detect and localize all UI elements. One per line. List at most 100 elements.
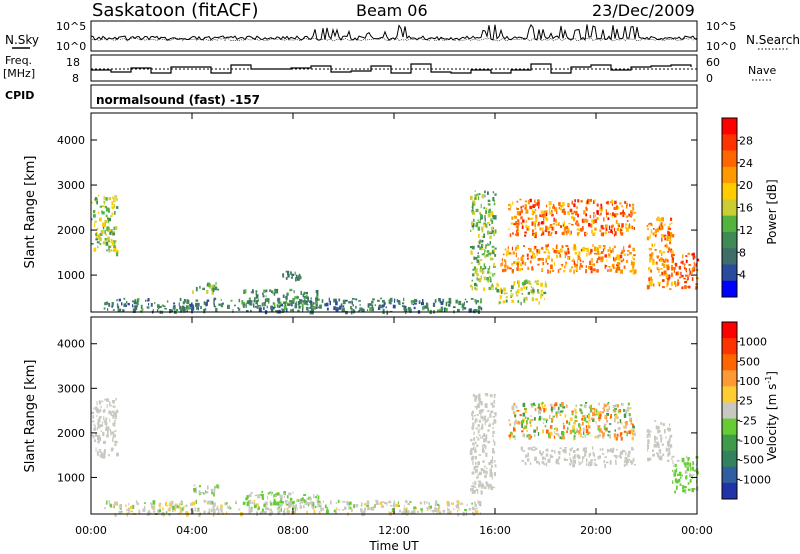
data-cell bbox=[533, 246, 535, 251]
data-cell bbox=[565, 244, 569, 247]
data-cell bbox=[534, 245, 537, 249]
data-cell bbox=[481, 447, 484, 451]
data-cell bbox=[691, 466, 694, 471]
data-cell bbox=[628, 213, 631, 217]
data-cell bbox=[524, 425, 528, 429]
data-cell bbox=[150, 303, 153, 307]
data-cell bbox=[271, 491, 273, 496]
data-cell bbox=[176, 505, 179, 508]
data-cell bbox=[348, 501, 352, 505]
data-cell bbox=[688, 268, 691, 271]
data-cell bbox=[456, 500, 460, 503]
data-cell bbox=[96, 197, 98, 200]
data-cell bbox=[104, 422, 108, 426]
data-cell bbox=[270, 305, 273, 310]
data-cell bbox=[526, 257, 529, 260]
data-cell bbox=[211, 284, 214, 287]
data-cell bbox=[555, 411, 558, 416]
data-cell bbox=[571, 223, 574, 226]
data-cell bbox=[593, 418, 595, 421]
data-cell bbox=[311, 308, 314, 313]
data-cell bbox=[516, 208, 519, 211]
data-cell bbox=[338, 307, 340, 311]
colorbar-tick-label: 16 bbox=[739, 202, 753, 215]
data-cell bbox=[285, 299, 288, 304]
data-cell bbox=[544, 457, 546, 461]
data-cell bbox=[554, 450, 556, 454]
data-cell bbox=[187, 305, 190, 310]
data-cell bbox=[575, 220, 579, 223]
data-cell bbox=[582, 447, 586, 452]
data-cell bbox=[527, 458, 530, 462]
data-cell bbox=[661, 443, 664, 446]
data-cell bbox=[523, 285, 525, 290]
data-cell bbox=[660, 222, 663, 227]
data-cell bbox=[558, 456, 561, 460]
data-cell bbox=[96, 228, 99, 231]
data-cell bbox=[95, 236, 98, 239]
data-cell bbox=[414, 298, 417, 302]
data-cell bbox=[95, 232, 98, 236]
data-cell bbox=[693, 266, 696, 269]
data-cell bbox=[374, 304, 376, 307]
data-cell bbox=[574, 245, 576, 250]
data-cell bbox=[510, 292, 512, 297]
data-cell bbox=[531, 221, 534, 226]
data-cell bbox=[115, 240, 117, 243]
data-cell bbox=[475, 488, 478, 491]
data-cell bbox=[630, 225, 633, 229]
data-cell bbox=[671, 457, 673, 461]
data-cell bbox=[474, 398, 477, 402]
data-cell bbox=[671, 250, 674, 255]
data-cell bbox=[462, 503, 464, 505]
data-cell bbox=[530, 403, 533, 406]
freq-label-line1: Freq. bbox=[5, 54, 32, 67]
data-cell bbox=[625, 409, 628, 414]
data-cell bbox=[534, 404, 536, 407]
data-cell bbox=[303, 494, 307, 496]
data-cell bbox=[355, 503, 359, 508]
data-cell bbox=[326, 507, 328, 510]
data-cell bbox=[648, 277, 651, 281]
data-cell bbox=[619, 419, 622, 424]
data-cell bbox=[568, 222, 571, 225]
data-cell bbox=[108, 208, 110, 213]
data-cell bbox=[492, 273, 494, 277]
data-cell bbox=[527, 455, 529, 457]
data-cell bbox=[589, 452, 592, 456]
data-cell bbox=[124, 302, 126, 308]
data-cell bbox=[552, 248, 555, 250]
data-cell bbox=[493, 394, 496, 399]
data-cell bbox=[113, 430, 117, 432]
data-cell bbox=[297, 309, 300, 313]
data-cell bbox=[549, 454, 552, 459]
data-cell bbox=[480, 213, 483, 218]
data-cell bbox=[140, 304, 143, 310]
data-cell bbox=[431, 510, 433, 513]
data-cell bbox=[489, 236, 492, 239]
data-cell bbox=[172, 505, 175, 510]
data-cell bbox=[101, 454, 104, 459]
data-cell bbox=[470, 485, 473, 488]
colorbar-tick-label: 1000 bbox=[739, 336, 767, 349]
data-cell bbox=[540, 227, 544, 230]
data-cell bbox=[298, 305, 301, 309]
data-cell bbox=[534, 208, 537, 211]
data-cell bbox=[104, 205, 108, 209]
data-cell bbox=[511, 405, 515, 410]
data-cell bbox=[614, 414, 618, 419]
data-cell bbox=[569, 452, 571, 456]
data-cell bbox=[564, 447, 567, 449]
data-cell bbox=[113, 200, 116, 203]
data-cell bbox=[96, 451, 99, 456]
data-cell bbox=[254, 305, 257, 308]
data-cell bbox=[569, 268, 572, 272]
data-cell bbox=[551, 213, 554, 217]
colorbar-segment bbox=[722, 370, 737, 387]
data-cell bbox=[464, 298, 467, 301]
data-cell bbox=[474, 441, 477, 444]
data-cell bbox=[287, 270, 290, 275]
data-cell bbox=[607, 402, 610, 405]
data-cell bbox=[501, 289, 503, 294]
